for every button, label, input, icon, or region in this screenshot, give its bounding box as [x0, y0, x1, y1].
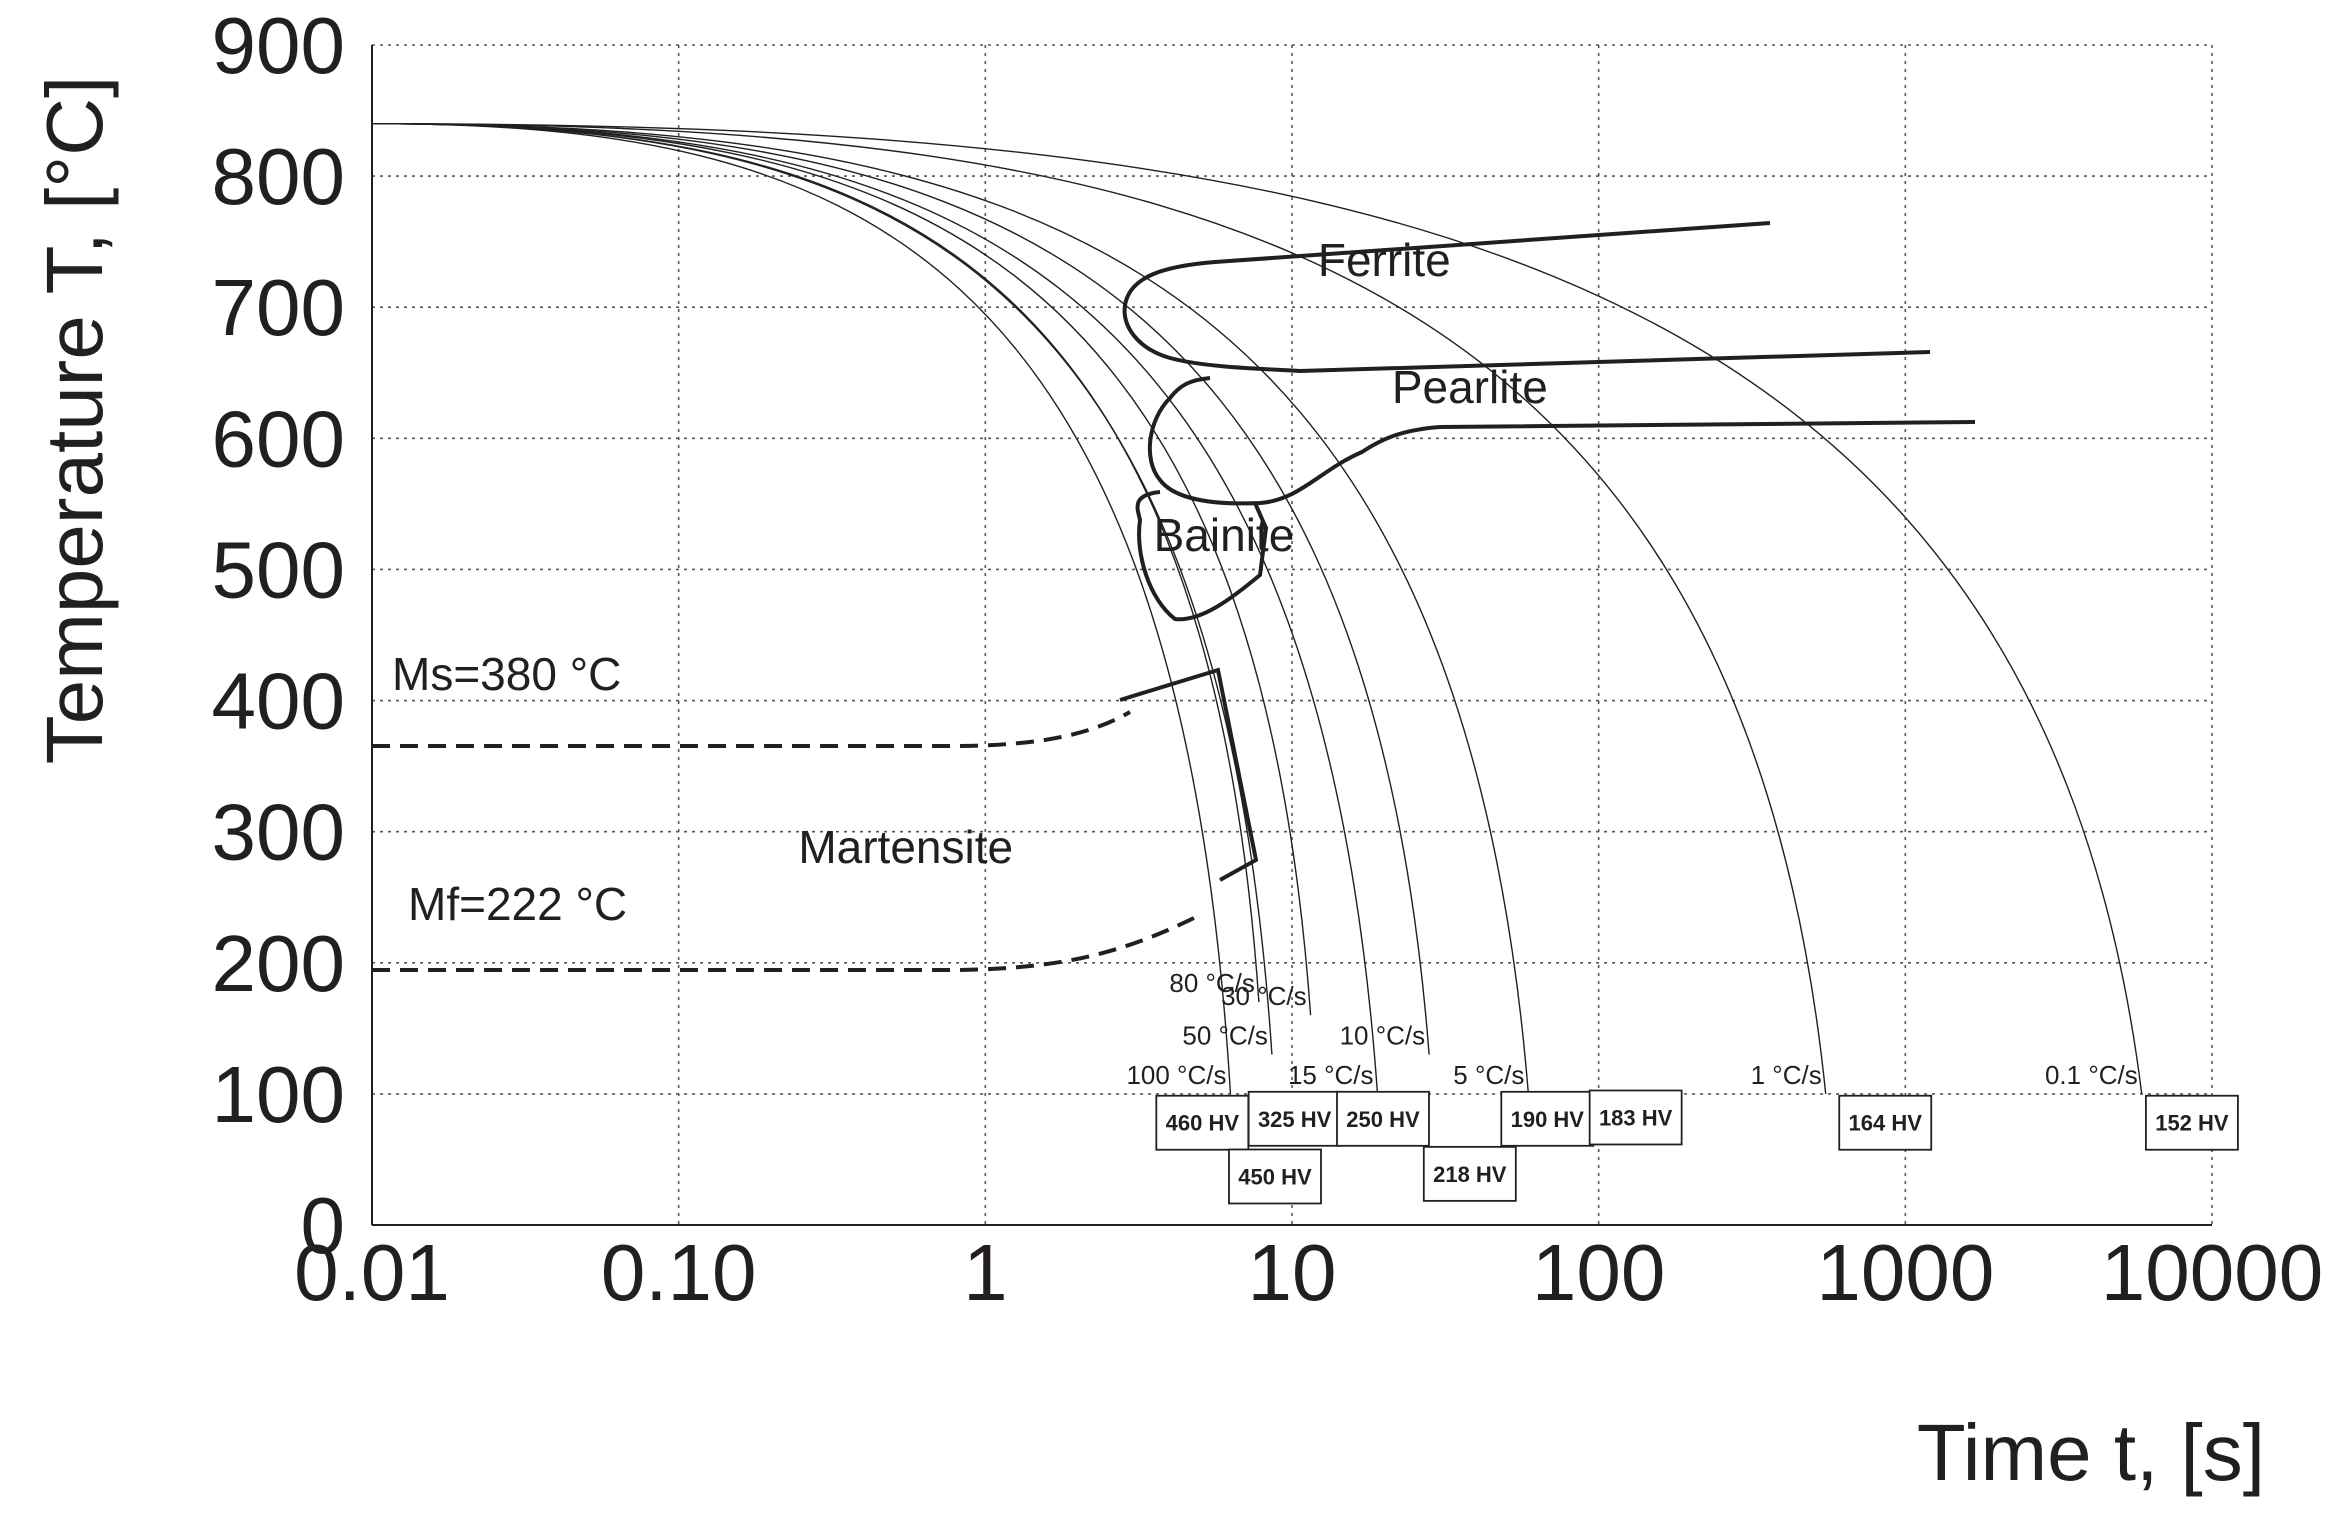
tick-labels: 0.01 0.10 1 10 100 1000 10000 0 100 200 300 400 500 6… [212, 1, 2324, 1317]
cooling-rate-label: 100 °C/s [1126, 1060, 1226, 1090]
phase-region-label: Martensite [798, 821, 1013, 873]
hardness-value: 190 HV [1511, 1107, 1585, 1132]
hardness-value: 218 HV [1433, 1162, 1507, 1187]
x-tick-label: 100 [1532, 1228, 1665, 1317]
hardness-value: 450 HV [1238, 1164, 1312, 1189]
x-tick-label: 10 [1248, 1228, 1337, 1317]
x-tick-label: 10000 [2101, 1228, 2323, 1317]
hardness-box: 450 HV [1228, 1148, 1322, 1205]
x-tick-label: 0.01 [294, 1228, 450, 1317]
y-tick-label: 700 [212, 263, 345, 352]
hardness-box: 460 HV [1155, 1094, 1250, 1151]
y-tick-label: 900 [212, 1, 345, 90]
y-tick-label: 400 [212, 657, 345, 746]
y-tick-label: 500 [212, 525, 345, 614]
cooling-curve [371, 122, 2143, 1094]
phase-region-label: Bainite [1154, 509, 1295, 561]
hardness-box-frame [1247, 1090, 1342, 1147]
y-tick-label: 0 [301, 1181, 346, 1270]
hardness-value: 183 HV [1599, 1105, 1673, 1130]
cooling-curve [371, 122, 1530, 1094]
y-tick-label: 600 [212, 394, 345, 483]
martensite-boundary [1119, 667, 1259, 882]
cooling-curve [371, 122, 1379, 1094]
y-axis-title: Temperature T, [°C] [30, 76, 119, 765]
x-tick-label: 1000 [1816, 1228, 1994, 1317]
hardness-box: 250 HV [1336, 1090, 1430, 1147]
hardness-box: 218 HV [1422, 1145, 1517, 1202]
annotations: 100 °C/s 80 °C/s 50 °C/s 30 °C/s 15 °C/s 10 °… [392, 234, 2138, 1090]
hardness-box-frame [1500, 1090, 1595, 1147]
hardness-boxes: 460 HV 450 HV 325 HV 250 HV 218 HV 190 HV 183 … [1155, 1089, 2239, 1205]
hardness-value: 152 HV [2155, 1111, 2229, 1136]
hardness-value: 250 HV [1346, 1107, 1420, 1132]
cooling-rate-label: 10 °C/s [1340, 1021, 1426, 1051]
y-tick-label: 800 [212, 132, 345, 221]
y-tick-label: 300 [212, 788, 345, 877]
cooling-rate-label: 50 °C/s [1182, 1021, 1268, 1051]
hardness-box-frame [1588, 1089, 1683, 1146]
ms-line [372, 710, 1131, 748]
phase-region-label: Ferrite [1318, 234, 1451, 286]
cooling-rate-label: 15 °C/s [1288, 1060, 1374, 1090]
y-tick-label: 100 [212, 1050, 345, 1139]
ferrite-boundary [1122, 221, 1931, 374]
pearlite-boundary [1147, 376, 1976, 506]
hardness-value: 164 HV [1849, 1111, 1923, 1136]
hardness-box-frame [2145, 1094, 2239, 1151]
axes [371, 45, 2212, 1226]
hardness-box: 325 HV [1247, 1090, 1342, 1147]
cooling-curve [371, 122, 1273, 1055]
grid [372, 44, 2213, 1225]
cooling-curve [371, 122, 1232, 1094]
cooling-curve [371, 122, 1430, 1055]
x-axis-title: Time t, [s] [1917, 1408, 2265, 1497]
cooling-rate-label: 80 °C/s [1169, 968, 1255, 998]
cooling-rate-label: 0.1 °C/s [2045, 1060, 2138, 1090]
hardness-box-frame [1155, 1094, 1250, 1151]
hardness-box: 164 HV [1838, 1094, 1933, 1151]
hardness-value: 460 HV [1166, 1111, 1240, 1136]
cooling-curves [371, 122, 2143, 1094]
ms-label: Ms=380 °C [392, 648, 621, 700]
phase-region-label: Pearlite [1392, 361, 1548, 413]
hardness-box: 190 HV [1500, 1090, 1595, 1147]
hardness-box: 152 HV [2145, 1094, 2239, 1151]
x-tick-label: 1 [963, 1228, 1008, 1317]
x-tick-label: 0.10 [601, 1228, 757, 1317]
bainite-boundary [1135, 490, 1269, 622]
cooling-curve [371, 122, 1827, 1094]
hardness-box: 183 HV [1588, 1089, 1683, 1146]
cooling-rate-label: 30 °C/s [1221, 981, 1307, 1011]
cooling-rate-label: 1 °C/s [1751, 1060, 1822, 1090]
hardness-box-frame [1228, 1148, 1322, 1205]
hardness-box-frame [1838, 1094, 1933, 1151]
hardness-box-frame [1336, 1090, 1430, 1147]
cooling-rate-label: 5 °C/s [1453, 1060, 1524, 1090]
hardness-value: 325 HV [1258, 1107, 1332, 1132]
cooling-curve [371, 122, 1312, 1016]
y-tick-label: 200 [212, 919, 345, 1008]
mf-label: Mf=222 °C [408, 878, 627, 930]
phase-boundaries [372, 221, 1976, 972]
mf-line [372, 913, 1201, 972]
hardness-box-frame [1422, 1145, 1517, 1202]
